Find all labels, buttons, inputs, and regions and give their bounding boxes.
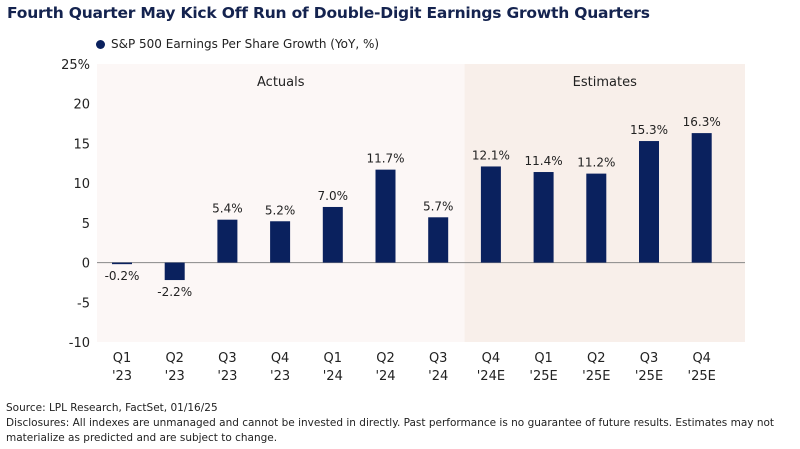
data-label: 16.3%	[683, 115, 721, 129]
bar	[164, 262, 185, 281]
x-tick-label-quarter: Q3	[218, 351, 237, 366]
data-label: -0.2%	[105, 269, 140, 283]
region-label-estimates: Estimates	[573, 75, 637, 90]
x-tick-label-year: '23	[112, 369, 132, 384]
bar	[375, 169, 396, 263]
data-label: 15.3%	[630, 123, 668, 137]
data-label: 5.7%	[423, 199, 454, 213]
legend-label: S&P 500 Earnings Per Share Growth (YoY, …	[111, 37, 380, 51]
x-tick-label-quarter: Q2	[165, 351, 184, 366]
region-label-actuals: Actuals	[257, 75, 305, 90]
x-tick-label-quarter: Q2	[376, 351, 395, 366]
y-tick-label: 5	[82, 217, 90, 232]
x-tick-label-quarter: Q1	[534, 351, 553, 366]
x-tick-label-quarter: Q4	[692, 351, 711, 366]
data-label: 11.4%	[525, 154, 563, 168]
data-label: 11.7%	[366, 152, 404, 166]
y-tick-label: 20	[73, 98, 90, 113]
data-label: 5.2%	[265, 203, 296, 217]
disclosure-line-2: materialize as predicted and are subject…	[6, 432, 278, 444]
x-tick-label-quarter: Q1	[324, 351, 343, 366]
source-note: Source: LPL Research, FactSet, 01/16/25	[6, 402, 218, 414]
x-tick-label-quarter: Q1	[113, 351, 132, 366]
data-label: 5.4%	[212, 202, 243, 216]
bar	[112, 262, 132, 265]
x-tick-label-year: '24	[375, 369, 395, 384]
data-label: -2.2%	[157, 285, 192, 299]
y-tick-label: -5	[77, 296, 90, 311]
x-tick-label-year: '25E	[582, 369, 610, 384]
bar	[217, 219, 238, 263]
legend-marker	[96, 39, 105, 49]
bar	[480, 166, 501, 263]
bar	[691, 133, 712, 263]
x-tick-label-year: '25E	[635, 369, 663, 384]
bar	[270, 221, 291, 263]
x-tick-label-year: '24	[428, 369, 448, 384]
x-tick-label-quarter: Q3	[640, 351, 659, 366]
y-tick-label: 15	[73, 137, 90, 152]
region-actuals	[97, 64, 465, 342]
bar	[586, 173, 607, 263]
data-label: 12.1%	[472, 148, 510, 162]
x-tick-label-year: '25E	[688, 369, 716, 384]
disclosure-line-1: Disclosures: All indexes are unmanaged a…	[6, 417, 775, 429]
data-label: 7.0%	[318, 189, 349, 203]
y-tick-label: -10	[69, 336, 90, 351]
bar	[533, 172, 554, 263]
x-tick-label-year: '24	[323, 369, 343, 384]
x-tick-label-quarter: Q4	[482, 351, 501, 366]
x-tick-label-year: '24E	[477, 369, 505, 384]
bar	[639, 141, 659, 263]
x-tick-label-quarter: Q2	[587, 351, 606, 366]
x-tick-label-year: '23	[165, 369, 185, 384]
bar	[322, 206, 343, 263]
y-tick-label: 0	[82, 257, 90, 272]
data-label: 11.2%	[577, 156, 615, 170]
x-tick-label-year: '23	[270, 369, 290, 384]
x-tick-label-year: '23	[217, 369, 237, 384]
y-tick-label: 25%	[61, 58, 90, 73]
chart-title: Fourth Quarter May Kick Off Run of Doubl…	[7, 4, 650, 22]
legend: S&P 500 Earnings Per Share Growth (YoY, …	[96, 37, 379, 51]
y-tick-label: 10	[73, 177, 90, 192]
x-tick-label-quarter: Q4	[271, 351, 290, 366]
x-tick-label-year: '25E	[529, 369, 557, 384]
x-tick-label-quarter: Q3	[429, 351, 448, 366]
bar	[428, 217, 449, 263]
